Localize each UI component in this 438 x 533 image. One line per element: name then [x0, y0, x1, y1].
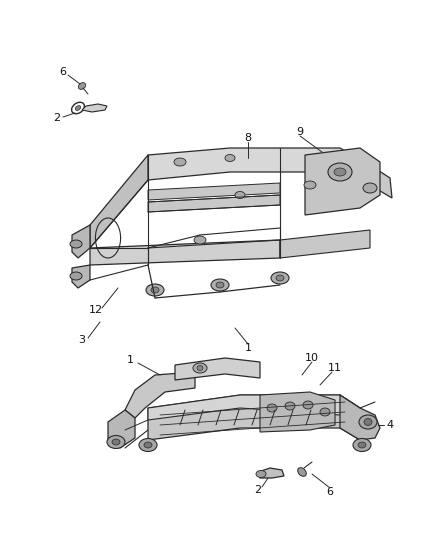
Ellipse shape: [353, 439, 371, 451]
Ellipse shape: [235, 191, 245, 198]
Ellipse shape: [197, 366, 203, 370]
Ellipse shape: [303, 401, 313, 409]
Polygon shape: [305, 148, 380, 215]
Polygon shape: [108, 410, 135, 448]
Polygon shape: [175, 358, 260, 380]
Ellipse shape: [174, 158, 186, 166]
Ellipse shape: [112, 439, 120, 445]
Polygon shape: [148, 395, 360, 420]
Ellipse shape: [151, 287, 159, 293]
Ellipse shape: [267, 404, 277, 412]
Ellipse shape: [139, 439, 157, 451]
Polygon shape: [125, 372, 195, 418]
Ellipse shape: [225, 155, 235, 161]
Ellipse shape: [78, 83, 86, 90]
Text: 6: 6: [326, 487, 333, 497]
Ellipse shape: [358, 442, 366, 448]
Text: 1: 1: [244, 343, 251, 353]
Polygon shape: [148, 395, 360, 440]
Polygon shape: [90, 240, 280, 265]
Ellipse shape: [193, 363, 207, 373]
Ellipse shape: [285, 402, 295, 410]
Ellipse shape: [70, 240, 82, 248]
Polygon shape: [148, 183, 280, 200]
Text: 8: 8: [244, 133, 251, 143]
Ellipse shape: [144, 442, 152, 448]
Ellipse shape: [216, 282, 224, 288]
Polygon shape: [148, 195, 280, 212]
Text: 1: 1: [127, 355, 134, 365]
Polygon shape: [340, 395, 380, 440]
Polygon shape: [90, 155, 148, 248]
Ellipse shape: [276, 275, 284, 281]
Ellipse shape: [328, 163, 352, 181]
Text: 3: 3: [78, 335, 85, 345]
Polygon shape: [82, 104, 107, 112]
Text: 2: 2: [254, 485, 261, 495]
Ellipse shape: [363, 183, 377, 193]
Text: 4: 4: [386, 420, 394, 430]
Ellipse shape: [359, 415, 377, 429]
Ellipse shape: [211, 279, 229, 291]
Ellipse shape: [70, 272, 82, 280]
Ellipse shape: [320, 408, 330, 416]
Ellipse shape: [194, 236, 206, 244]
Ellipse shape: [256, 471, 266, 478]
Polygon shape: [148, 148, 370, 185]
Polygon shape: [72, 225, 90, 258]
Ellipse shape: [146, 284, 164, 296]
Text: 12: 12: [89, 305, 103, 315]
Polygon shape: [280, 230, 370, 258]
Ellipse shape: [298, 467, 306, 477]
Text: 2: 2: [53, 113, 60, 123]
Ellipse shape: [364, 418, 372, 425]
Text: 11: 11: [328, 363, 342, 373]
Polygon shape: [260, 392, 335, 432]
Ellipse shape: [334, 168, 346, 176]
Polygon shape: [72, 265, 90, 288]
Text: 10: 10: [305, 353, 319, 363]
Text: 9: 9: [297, 127, 304, 137]
Ellipse shape: [75, 106, 81, 110]
Text: 6: 6: [60, 67, 67, 77]
Polygon shape: [258, 468, 284, 478]
Ellipse shape: [304, 181, 316, 189]
Ellipse shape: [271, 272, 289, 284]
Polygon shape: [370, 165, 392, 198]
Ellipse shape: [107, 435, 125, 448]
